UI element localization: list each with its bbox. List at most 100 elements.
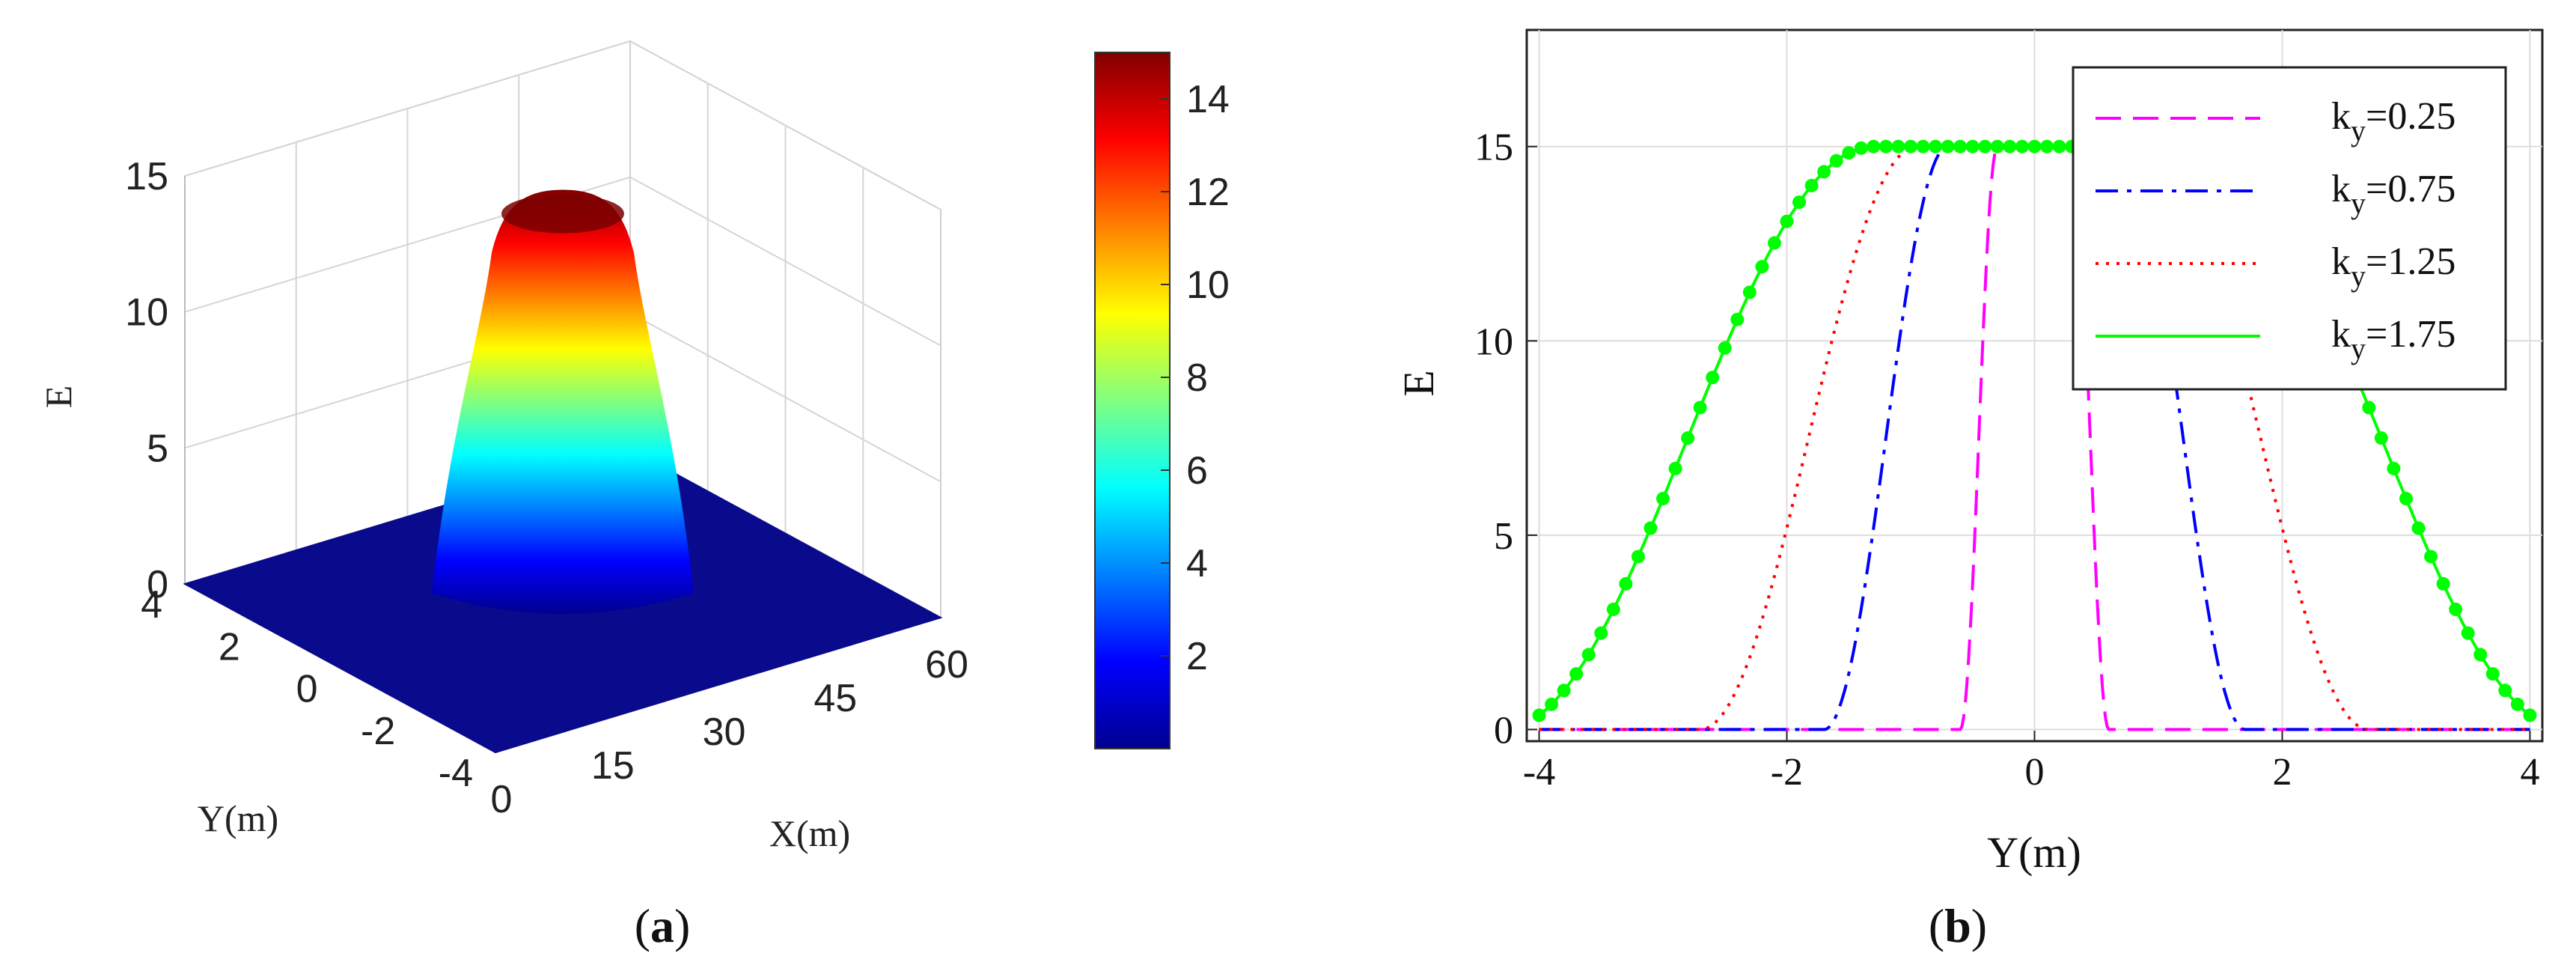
panel-b-label: (b) bbox=[1929, 899, 1987, 952]
series-marker bbox=[1829, 153, 1843, 168]
series-marker bbox=[2040, 139, 2054, 153]
z-tick-label: 5 bbox=[147, 427, 168, 470]
series-marker bbox=[1545, 697, 1559, 711]
legend-label-sub: y bbox=[2351, 332, 2366, 365]
x-tick-label: 2 bbox=[2272, 751, 2292, 794]
series-marker bbox=[1792, 195, 1807, 210]
legend-label-base: k bbox=[2331, 95, 2351, 138]
series-marker bbox=[2411, 521, 2426, 535]
z-tick-label: 15 bbox=[125, 155, 168, 198]
y-tick-label: 4 bbox=[141, 583, 162, 627]
x-tick-label: 60 bbox=[925, 643, 968, 687]
series-marker bbox=[2399, 492, 2413, 506]
series-marker bbox=[1643, 521, 1658, 535]
series-marker bbox=[1904, 139, 1918, 153]
series-marker bbox=[1718, 341, 1732, 355]
surface-peak-shape bbox=[432, 189, 694, 614]
colorbar-tick-label: 10 bbox=[1186, 264, 1230, 307]
legend-label-3: ky=1.25 bbox=[2331, 240, 2456, 293]
legend-label-value: =0.25 bbox=[2366, 95, 2456, 138]
series-marker bbox=[1706, 371, 1720, 385]
x-tick-label: -4 bbox=[1523, 751, 1555, 794]
series-marker bbox=[2473, 648, 2488, 662]
series-marker bbox=[2374, 431, 2388, 445]
legend-label-base: k bbox=[2331, 168, 2351, 210]
series-marker bbox=[1693, 401, 1707, 415]
series-marker bbox=[1878, 139, 1893, 153]
legend-label-value: =1.75 bbox=[2366, 313, 2456, 356]
series-marker bbox=[1681, 431, 1695, 445]
series-marker bbox=[1804, 178, 1819, 192]
series-marker bbox=[1929, 139, 1943, 153]
z-tick-label: 10 bbox=[125, 291, 168, 335]
y-tick-label: -4 bbox=[439, 752, 473, 795]
series-marker bbox=[2027, 139, 2042, 153]
x-tick-label: 30 bbox=[703, 710, 746, 754]
z-axis-label: E bbox=[37, 386, 79, 409]
x-tick-label: -2 bbox=[1771, 751, 1803, 794]
panel-a-label: (a) bbox=[635, 899, 691, 952]
series-marker bbox=[1755, 260, 1769, 274]
legend-label-sub: y bbox=[2351, 186, 2366, 220]
series-line-3 bbox=[1539, 144, 2530, 731]
series-marker bbox=[2015, 139, 2029, 153]
legend-label-base: k bbox=[2331, 313, 2351, 356]
series-marker bbox=[2424, 550, 2438, 564]
series-marker bbox=[2003, 139, 2017, 153]
series-marker bbox=[2498, 684, 2512, 698]
series-marker bbox=[1842, 146, 1856, 160]
colorbar-tick-label: 4 bbox=[1186, 542, 1208, 585]
x-tick-label: 0 bbox=[491, 778, 513, 821]
y-tick-label: -2 bbox=[361, 710, 395, 753]
series-marker bbox=[2436, 576, 2450, 591]
series-marker bbox=[1619, 576, 1633, 591]
series-marker bbox=[1854, 141, 1868, 155]
series-marker bbox=[1953, 139, 1968, 153]
colorbar-tick-label: 12 bbox=[1186, 171, 1230, 214]
surface-peak-top bbox=[501, 194, 624, 234]
series-marker bbox=[1867, 139, 1881, 153]
series-marker bbox=[2485, 667, 2500, 681]
y-tick-label: 0 bbox=[296, 668, 318, 711]
series-marker bbox=[1730, 312, 1745, 326]
y-tick-label: 10 bbox=[1474, 320, 1513, 363]
series-marker bbox=[2362, 401, 2376, 415]
y-tick-label: 2 bbox=[219, 625, 240, 669]
x-tick-label: 15 bbox=[591, 744, 635, 788]
series-marker bbox=[1780, 214, 1794, 228]
legend-label-value: =1.25 bbox=[2366, 240, 2456, 283]
y-axis-label: Y(m) bbox=[198, 797, 278, 839]
series-marker bbox=[2523, 708, 2537, 722]
colorbar-tick-label: 8 bbox=[1186, 356, 1208, 400]
series-marker bbox=[1817, 165, 1831, 179]
z-axis-ticks: 0 5 10 15 bbox=[125, 155, 168, 606]
y-tick-label: 15 bbox=[1474, 127, 1513, 169]
series-marker bbox=[1965, 139, 1980, 153]
colorbar-tick-label: 6 bbox=[1186, 449, 1208, 493]
series-marker bbox=[1990, 139, 2004, 153]
series-marker bbox=[2461, 626, 2475, 640]
series-marker bbox=[1656, 492, 1670, 506]
series-marker bbox=[1594, 626, 1608, 640]
y-axis-ticks: -4 -2 0 2 4 bbox=[141, 583, 473, 795]
legend-label-value: =0.75 bbox=[2366, 168, 2456, 210]
x-tick-label: 45 bbox=[814, 677, 857, 720]
colorbar-gradient bbox=[1094, 52, 1171, 749]
series-marker bbox=[1916, 139, 1930, 153]
y-axis-ticks: 0 5 10 15 bbox=[1474, 127, 1537, 752]
wall-gridline bbox=[184, 40, 941, 210]
series-marker bbox=[1569, 667, 1584, 681]
series-marker bbox=[1767, 236, 1781, 250]
z-tick-label: 0 bbox=[147, 563, 168, 606]
wall-gridline bbox=[184, 176, 941, 347]
surface-peak bbox=[432, 189, 694, 614]
legend-label-4: ky=1.75 bbox=[2331, 313, 2456, 365]
panel-a-surface-plot: 0 5 10 15 -4 -2 0 2 4 0 15 30 45 60 E Y(m) X(m) 2 4 6… bbox=[37, 40, 1230, 952]
series-marker bbox=[1668, 461, 1682, 475]
x-axis-ticks: 0 15 30 45 60 bbox=[491, 643, 968, 821]
legend-label-base: k bbox=[2331, 240, 2351, 283]
colorbar-ticks: 2 4 6 8 10 12 14 bbox=[1161, 78, 1230, 678]
